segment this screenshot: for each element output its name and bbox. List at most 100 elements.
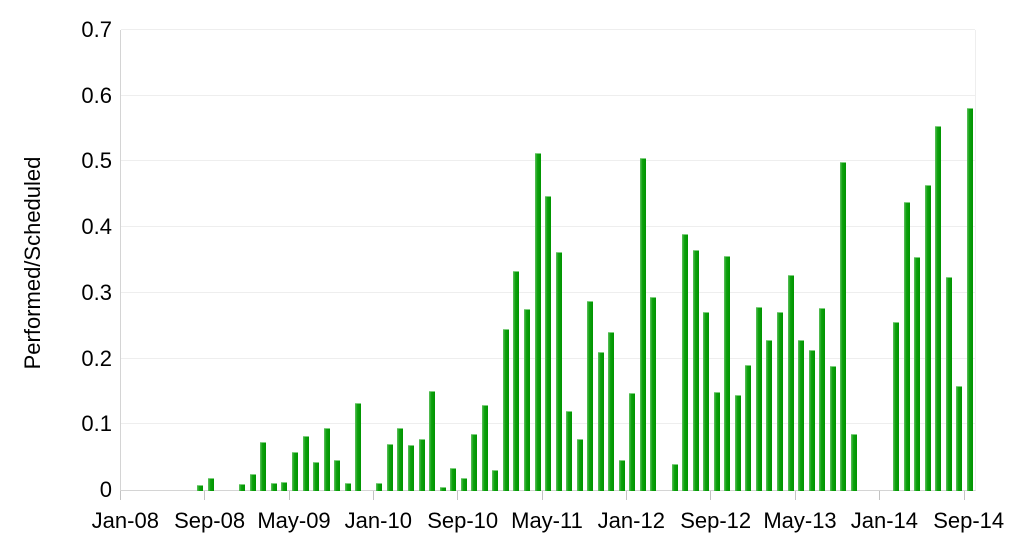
x-axis-tick (120, 491, 121, 500)
x-tick-label: Jan-10 (344, 508, 412, 533)
x-tick-label: May-11 (511, 508, 583, 533)
bar (671, 463, 678, 491)
bar (344, 482, 351, 491)
bar (397, 428, 404, 491)
bar (819, 308, 826, 491)
x-tick-label: Jan-12 (597, 508, 665, 533)
bar (745, 365, 752, 491)
bar (587, 301, 594, 491)
bar (650, 296, 657, 491)
gridline (121, 160, 975, 162)
bar (492, 470, 499, 491)
x-axis-tick (541, 491, 543, 500)
bar (829, 365, 836, 491)
bar (777, 311, 783, 491)
x-axis-tick (963, 491, 965, 500)
bar (692, 249, 699, 491)
bar (376, 482, 383, 491)
x-tick-label: Sep-10 (427, 508, 499, 533)
bar (935, 125, 942, 491)
bar (418, 438, 425, 491)
x-tick-label: May-13 (763, 508, 837, 533)
bar (502, 329, 509, 491)
y-tick-label: 0.7 (81, 17, 112, 42)
bar (270, 483, 277, 491)
bar (914, 256, 920, 491)
bar (566, 410, 573, 491)
bar (471, 434, 478, 491)
y-tick-label: 0 (99, 477, 112, 502)
x-tick-label: Jan-08 (91, 508, 159, 533)
y-tick-label: 0.3 (81, 279, 112, 305)
y-tick-label: 0.1 (81, 411, 112, 437)
bar (450, 468, 457, 491)
gridline (121, 94, 975, 96)
bar (608, 332, 615, 491)
bar (639, 157, 646, 491)
bar (239, 484, 246, 491)
y-tick-label: 0.4 (81, 214, 112, 240)
bar (798, 339, 804, 491)
bar (323, 427, 330, 491)
bar (386, 444, 393, 491)
bar (924, 185, 931, 491)
x-tick-label: Sep-08 (174, 508, 246, 533)
x-tick-label: Jan-14 (850, 508, 919, 533)
bar (766, 340, 773, 491)
x-axis-tick (794, 491, 796, 500)
x-axis-tick (457, 491, 459, 500)
bar (355, 402, 362, 491)
bar (545, 196, 551, 491)
x-axis-tick (879, 491, 881, 500)
y-tick-label: 0.2 (81, 345, 112, 371)
bar (945, 277, 952, 491)
bar (523, 309, 530, 491)
bar (787, 274, 794, 491)
bar (292, 451, 298, 491)
bar (734, 394, 741, 491)
x-axis-tick (373, 491, 374, 500)
bar (513, 271, 520, 491)
bar (808, 350, 815, 491)
bar (302, 436, 309, 491)
bar (903, 202, 910, 491)
x-axis-tick (288, 491, 290, 500)
bar (840, 162, 847, 491)
x-tick-label: Sep-14 (933, 508, 1005, 533)
bar (966, 107, 973, 491)
gridline (121, 29, 975, 30)
bar (850, 434, 857, 491)
bar (555, 252, 562, 491)
y-tick-label: 0.6 (81, 82, 112, 108)
plot-area (120, 29, 976, 491)
x-axis-tick (710, 491, 712, 500)
bar (313, 461, 319, 491)
bar (534, 152, 541, 491)
bar (576, 439, 583, 491)
bar (956, 386, 963, 491)
bar (703, 311, 710, 491)
bar (682, 234, 689, 491)
bar (724, 256, 731, 491)
bar (892, 321, 899, 491)
bar (429, 390, 435, 491)
bar (260, 442, 267, 491)
bar (439, 486, 446, 491)
bar (629, 392, 636, 491)
bar (407, 444, 414, 491)
bar (713, 392, 720, 491)
x-axis-tick (626, 491, 628, 500)
bar (281, 482, 288, 491)
bar (481, 404, 488, 491)
bar (755, 307, 762, 491)
bar (334, 460, 341, 491)
bar (460, 478, 467, 491)
x-tick-label: Sep-12 (680, 508, 752, 533)
bar (197, 485, 204, 491)
y-tick-label: 0.5 (81, 148, 112, 174)
bar (597, 352, 604, 491)
bar (618, 459, 625, 491)
bar (207, 477, 214, 491)
x-tick-label: May-09 (257, 508, 331, 533)
